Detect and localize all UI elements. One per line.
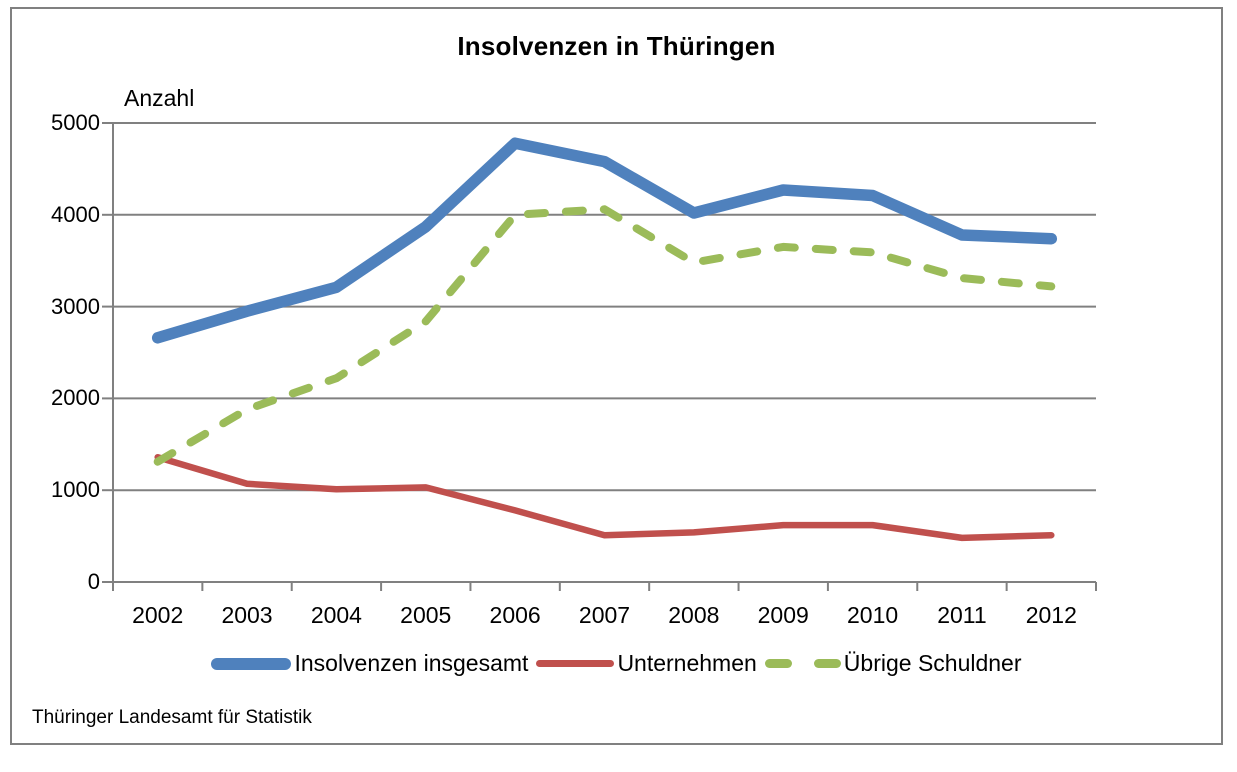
legend-marker-dash xyxy=(764,659,792,668)
y-tick-label: 1000 xyxy=(51,477,100,503)
legend-item: Unternehmen xyxy=(536,650,757,677)
legend-marker-dash xyxy=(813,659,841,668)
y-tick-label: 0 xyxy=(87,569,100,594)
x-tick-label: 2012 xyxy=(1025,602,1077,628)
x-tick-label: 2005 xyxy=(400,602,452,628)
legend: Insolvenzen insgesamt Unternehmen Übrige S… xyxy=(12,650,1221,677)
plot-area xyxy=(102,122,1097,591)
x-tick-label: 2007 xyxy=(578,602,631,628)
series-line-companies xyxy=(154,453,1055,542)
x-tick-label: 2003 xyxy=(221,602,273,628)
y-tick-label: 4000 xyxy=(51,201,100,227)
y-tick-label: 5000 xyxy=(51,110,100,135)
x-tick-label: 2010 xyxy=(846,602,899,628)
chart-title: Insolvenzen in Thüringen xyxy=(457,31,776,61)
x-tick-label: 2002 xyxy=(132,602,184,628)
legend-label: Unternehmen xyxy=(617,650,757,676)
x-tick-label: 2011 xyxy=(937,602,987,628)
legend-marker-other_debtors xyxy=(764,659,841,668)
y-tick-label: 3000 xyxy=(51,293,100,319)
legend-label: Insolvenzen insgesamt xyxy=(294,650,529,676)
legend-marker-total xyxy=(211,657,292,670)
legend-label: Übrige Schuldner xyxy=(843,650,1022,676)
legend-item: Übrige Schuldner xyxy=(764,650,1022,677)
x-tick-label: 2004 xyxy=(310,602,362,628)
source-note: Thüringer Landesamt für Statistik xyxy=(32,707,312,728)
x-tick-label: 2009 xyxy=(757,602,809,628)
y-axis-title: Anzahl xyxy=(124,85,195,111)
y-tick-label: 2000 xyxy=(51,385,100,411)
x-tick-label: 2006 xyxy=(489,602,541,628)
series-line-other_debtors xyxy=(153,205,1056,466)
legend-item: Insolvenzen insgesamt xyxy=(211,650,528,677)
legend-marker-companies xyxy=(536,660,615,667)
chart-frame: Insolvenzen in Thüringen Anzahl 0 1000 200… xyxy=(10,7,1223,745)
x-tick-label: 2008 xyxy=(668,602,720,628)
series-line-total xyxy=(151,137,1058,344)
